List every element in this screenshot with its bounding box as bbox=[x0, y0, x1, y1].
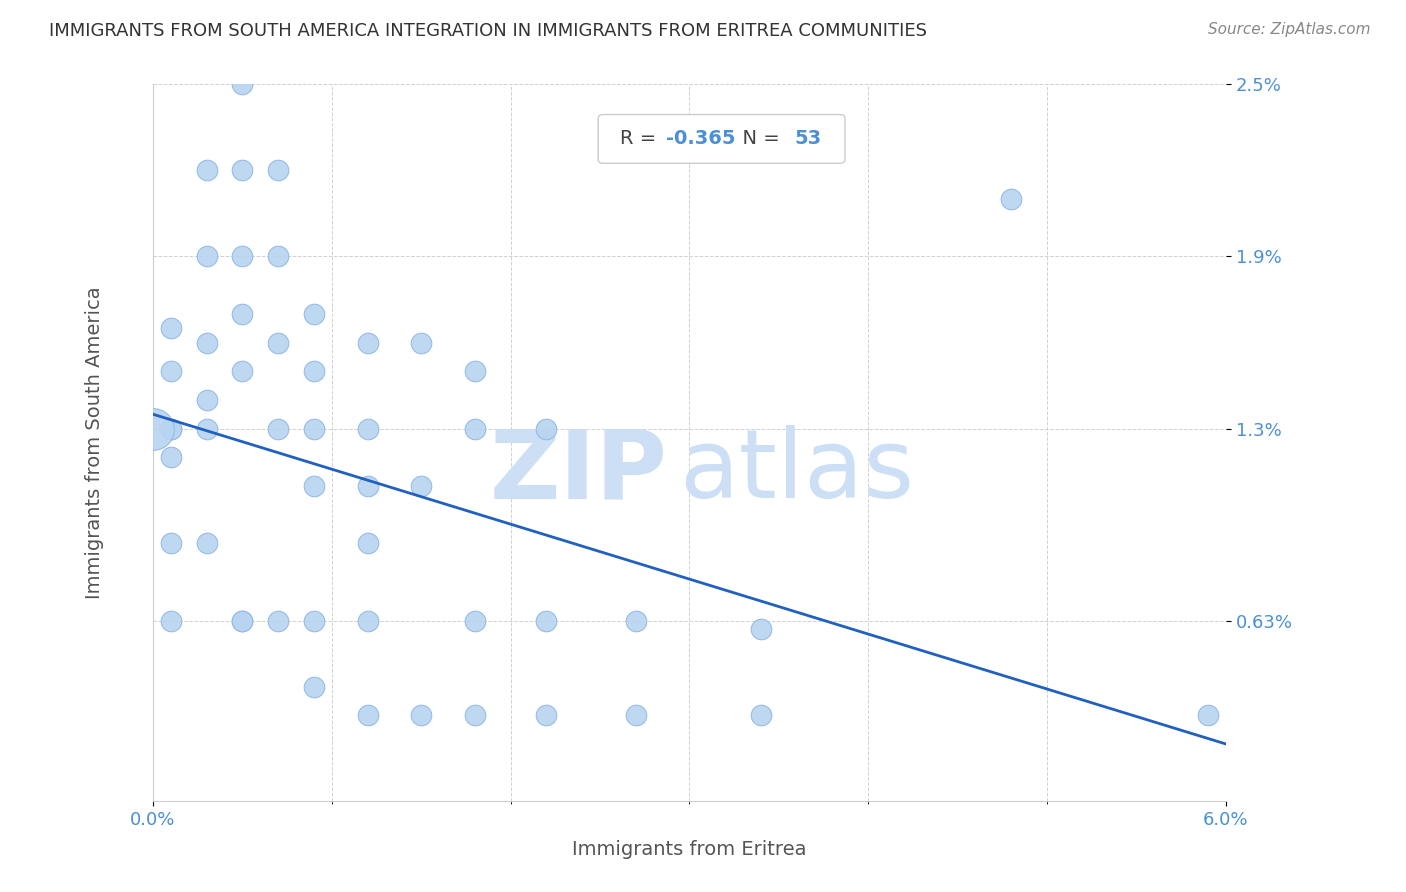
Point bbox=[195, 421, 218, 435]
Point bbox=[195, 536, 218, 550]
Point bbox=[302, 614, 325, 628]
Point bbox=[749, 708, 772, 723]
FancyBboxPatch shape bbox=[598, 114, 845, 163]
Point bbox=[464, 614, 486, 628]
Text: -0.365: -0.365 bbox=[666, 129, 735, 148]
Point bbox=[464, 708, 486, 723]
Text: atlas: atlas bbox=[679, 425, 914, 518]
Point bbox=[159, 450, 181, 465]
Point bbox=[536, 708, 558, 723]
Point bbox=[464, 364, 486, 378]
Point bbox=[195, 335, 218, 350]
Text: IMMIGRANTS FROM SOUTH AMERICA INTEGRATION IN IMMIGRANTS FROM ERITREA COMMUNITIES: IMMIGRANTS FROM SOUTH AMERICA INTEGRATIO… bbox=[49, 22, 927, 40]
Point bbox=[302, 364, 325, 378]
Point bbox=[1197, 708, 1219, 723]
Point bbox=[159, 536, 181, 550]
Point bbox=[536, 614, 558, 628]
Text: N =: N = bbox=[730, 129, 786, 148]
Point bbox=[231, 78, 253, 92]
Point bbox=[231, 614, 253, 628]
Point bbox=[231, 163, 253, 178]
Point bbox=[267, 335, 290, 350]
Point bbox=[195, 163, 218, 178]
Point bbox=[536, 421, 558, 435]
Point bbox=[624, 614, 647, 628]
Point bbox=[195, 392, 218, 407]
Point bbox=[159, 421, 181, 435]
Point bbox=[267, 614, 290, 628]
Point bbox=[302, 479, 325, 493]
Text: ZIP: ZIP bbox=[491, 425, 668, 518]
Point bbox=[159, 614, 181, 628]
Point bbox=[356, 708, 378, 723]
Point bbox=[464, 421, 486, 435]
Point bbox=[411, 708, 433, 723]
Point bbox=[1000, 192, 1022, 206]
Point bbox=[302, 680, 325, 694]
Point bbox=[356, 479, 378, 493]
Point bbox=[411, 335, 433, 350]
Point bbox=[356, 536, 378, 550]
Point bbox=[267, 163, 290, 178]
Point bbox=[142, 421, 165, 435]
Point bbox=[624, 708, 647, 723]
Text: Source: ZipAtlas.com: Source: ZipAtlas.com bbox=[1208, 22, 1371, 37]
Text: R =: R = bbox=[620, 129, 662, 148]
Point bbox=[231, 364, 253, 378]
Point bbox=[749, 622, 772, 636]
Point bbox=[159, 364, 181, 378]
X-axis label: Immigrants from Eritrea: Immigrants from Eritrea bbox=[572, 840, 807, 859]
Point bbox=[231, 250, 253, 264]
Point bbox=[267, 421, 290, 435]
Point bbox=[159, 421, 181, 435]
Point bbox=[231, 307, 253, 321]
Point bbox=[159, 321, 181, 335]
Point bbox=[302, 421, 325, 435]
Point bbox=[411, 479, 433, 493]
Point bbox=[356, 335, 378, 350]
Point bbox=[356, 421, 378, 435]
Text: 53: 53 bbox=[794, 129, 821, 148]
Point bbox=[231, 614, 253, 628]
Point bbox=[267, 250, 290, 264]
Point bbox=[356, 614, 378, 628]
Point bbox=[195, 250, 218, 264]
Y-axis label: Immigrants from South America: Immigrants from South America bbox=[86, 286, 104, 599]
Point bbox=[302, 307, 325, 321]
